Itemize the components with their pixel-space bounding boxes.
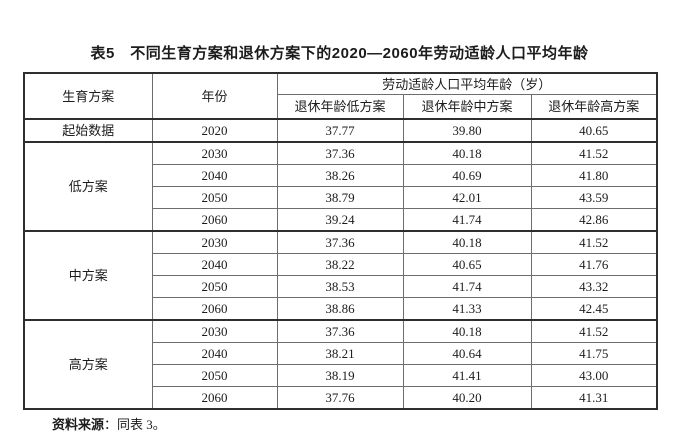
value-cell-high: 43.00 bbox=[530, 364, 658, 387]
population-age-table: 生育方案 年份 劳动适龄人口平均年龄（岁） 退休年龄低方案 退休年龄中方案 退休… bbox=[23, 72, 659, 410]
table-row: 2060 37.76 40.20 41.31 bbox=[24, 386, 658, 410]
table-row: 2050 38.79 42.01 43.59 bbox=[24, 186, 658, 209]
value-cell-low: 37.36 bbox=[276, 141, 404, 165]
value-cell-mid: 40.18 bbox=[402, 230, 532, 254]
year-cell: 2040 bbox=[151, 253, 278, 276]
year-cell: 2050 bbox=[151, 275, 278, 298]
value-cell-low: 38.26 bbox=[276, 164, 404, 187]
year-cell: 2020 bbox=[151, 118, 278, 143]
table-row: 起始数据 2020 37.77 39.80 40.65 bbox=[23, 118, 658, 143]
header-retirement-mid: 退休年龄中方案 bbox=[402, 94, 532, 120]
source-note: 资料来源：同表 3。 bbox=[52, 417, 656, 433]
header-fertility-scheme: 生育方案 bbox=[23, 72, 153, 120]
page: 表5 不同生育方案和退休方案下的2020—2060年劳动适龄人口平均年龄 生育方… bbox=[23, 0, 659, 433]
table-row: 高方案 2030 37.36 40.18 41.52 bbox=[23, 319, 658, 410]
year-cell: 2030 bbox=[151, 141, 278, 165]
value-cell-low: 38.86 bbox=[276, 297, 404, 321]
year-cell: 2050 bbox=[151, 186, 278, 209]
header-row-1: 生育方案 年份 劳动适龄人口平均年龄（岁） bbox=[23, 72, 658, 120]
year-cell: 2030 bbox=[151, 230, 278, 254]
value-cell-mid: 42.01 bbox=[402, 186, 532, 209]
year-cell: 2060 bbox=[151, 386, 278, 410]
year-cell: 2050 bbox=[151, 364, 278, 387]
value-cell-low: 37.77 bbox=[276, 118, 404, 143]
table-row: 2050 38.19 41.41 43.00 bbox=[24, 364, 658, 387]
value-cell-mid: 39.80 bbox=[402, 118, 532, 143]
table-row: 低方案 2030 37.36 40.18 41.52 bbox=[23, 141, 658, 232]
value-cell-mid: 40.69 bbox=[402, 164, 532, 187]
year-cell: 2060 bbox=[151, 208, 278, 232]
value-cell-low: 38.21 bbox=[276, 342, 404, 365]
value-cell-high: 41.52 bbox=[530, 141, 658, 165]
table-body: 起始数据 2020 37.77 39.80 40.65 低方案 2030 37.… bbox=[23, 118, 658, 410]
header-retirement-low: 退休年龄低方案 bbox=[276, 94, 404, 120]
value-cell-low: 37.36 bbox=[276, 230, 404, 254]
year-cell: 2030 bbox=[151, 319, 278, 343]
table-row: 2040 38.21 40.64 41.75 bbox=[24, 342, 658, 365]
table-row: 2050 38.53 41.74 43.32 bbox=[24, 275, 658, 298]
value-cell-low: 39.24 bbox=[276, 208, 404, 232]
value-cell-high: 43.32 bbox=[530, 275, 658, 298]
scheme-cell: 中方案 bbox=[23, 230, 153, 321]
value-cell-high: 41.31 bbox=[530, 386, 658, 410]
year-cell: 2040 bbox=[151, 342, 278, 365]
table-row: 2040 38.26 40.69 41.80 bbox=[24, 164, 658, 187]
table-row: 中方案 2030 37.36 40.18 41.52 bbox=[23, 230, 658, 321]
value-cell-high: 42.86 bbox=[530, 208, 658, 232]
value-cell-low: 37.36 bbox=[276, 319, 404, 343]
scheme-cell: 起始数据 bbox=[23, 118, 153, 143]
header-group-average-age: 劳动适龄人口平均年龄（岁） bbox=[276, 72, 658, 95]
source-label: 资料来源 bbox=[52, 417, 105, 432]
header-retirement-high: 退休年龄高方案 bbox=[530, 94, 658, 120]
value-cell-high: 41.76 bbox=[530, 253, 658, 276]
table-row: 2060 38.86 41.33 42.45 bbox=[24, 297, 658, 321]
table-title: 表5 不同生育方案和退休方案下的2020—2060年劳动适龄人口平均年龄 bbox=[90, 45, 589, 62]
year-cell: 2040 bbox=[151, 164, 278, 187]
value-cell-mid: 41.33 bbox=[402, 297, 532, 321]
value-cell-high: 42.45 bbox=[530, 297, 658, 321]
value-cell-mid: 41.74 bbox=[402, 275, 532, 298]
value-cell-high: 41.52 bbox=[530, 230, 658, 254]
value-cell-mid: 40.20 bbox=[402, 386, 532, 410]
value-cell-mid: 40.18 bbox=[402, 141, 532, 165]
value-cell-low: 38.19 bbox=[276, 364, 404, 387]
value-cell-high: 40.65 bbox=[530, 118, 658, 143]
value-cell-mid: 40.18 bbox=[402, 319, 532, 343]
value-cell-high: 43.59 bbox=[530, 186, 658, 209]
value-cell-low: 38.22 bbox=[276, 253, 404, 276]
value-cell-mid: 41.74 bbox=[402, 208, 532, 232]
value-cell-high: 41.75 bbox=[530, 342, 658, 365]
source-text: ：同表 3。 bbox=[104, 417, 166, 432]
scheme-cell: 低方案 bbox=[23, 141, 153, 232]
value-cell-low: 38.53 bbox=[276, 275, 404, 298]
value-cell-mid: 40.65 bbox=[402, 253, 532, 276]
header-year: 年份 bbox=[151, 72, 278, 120]
table-header: 生育方案 年份 劳动适龄人口平均年龄（岁） 退休年龄低方案 退休年龄中方案 退休… bbox=[23, 72, 658, 120]
value-cell-mid: 40.64 bbox=[402, 342, 532, 365]
value-cell-high: 41.52 bbox=[530, 319, 658, 343]
scheme-cell: 高方案 bbox=[23, 319, 153, 410]
value-cell-low: 38.79 bbox=[276, 186, 404, 209]
value-cell-mid: 41.41 bbox=[402, 364, 532, 387]
value-cell-high: 41.80 bbox=[530, 164, 658, 187]
year-cell: 2060 bbox=[151, 297, 278, 321]
value-cell-low: 37.76 bbox=[276, 386, 404, 410]
